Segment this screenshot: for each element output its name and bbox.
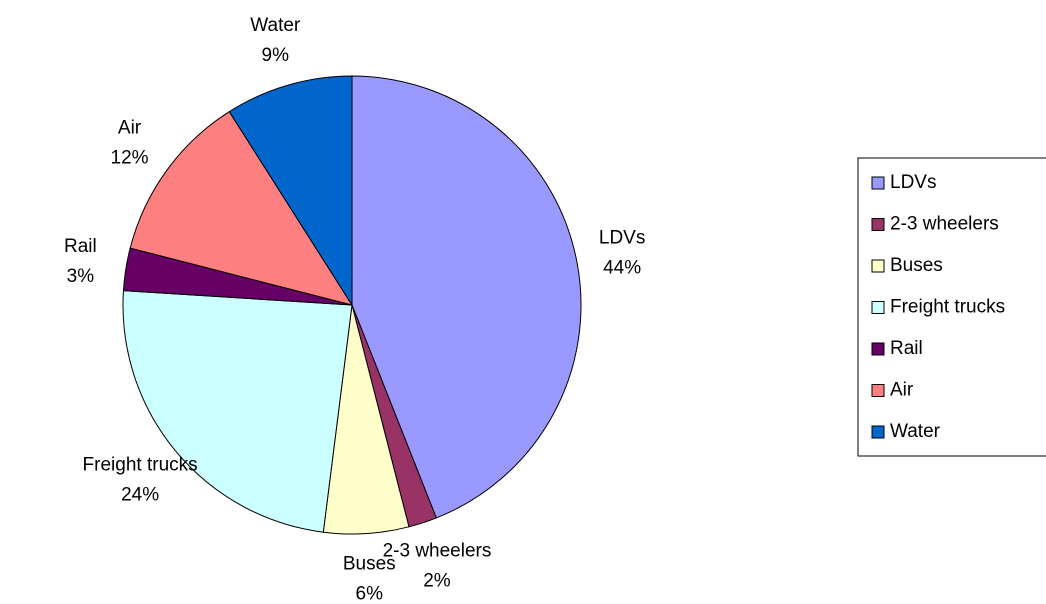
pie-slice: [351, 75, 582, 519]
slice-value-label: 24%: [121, 484, 159, 505]
legend-swatch: [871, 301, 885, 314]
slice-value-label: 6%: [356, 583, 384, 604]
slice-value-label: 2%: [423, 571, 451, 592]
slice-label: Water: [250, 15, 301, 36]
slice-label: Air: [118, 117, 142, 138]
legend-label: Rail: [890, 338, 923, 359]
slice-label: Rail: [64, 236, 97, 257]
pie-slice: [122, 290, 353, 533]
legend-swatch: [871, 384, 885, 397]
legend-swatch: [871, 259, 885, 273]
legend-label: Water: [890, 421, 941, 442]
slice-value-label: 9%: [262, 45, 290, 66]
slice-value-label: 3%: [67, 266, 95, 287]
legend-label: Freight trucks: [890, 297, 1005, 318]
legend-label: Buses: [890, 255, 943, 276]
slice-value-label: 44%: [603, 257, 641, 278]
legend-label: 2-3 wheelers: [890, 214, 999, 235]
legend-swatch: [871, 425, 885, 439]
legend-swatch: [871, 342, 885, 356]
slice-value-label: 12%: [111, 147, 149, 168]
slice-label: 2-3 wheelers: [383, 541, 492, 562]
pie-slice: [228, 75, 353, 307]
pie-slice: [129, 110, 354, 306]
slice-label: Freight trucks: [83, 454, 198, 475]
legend-box: [857, 157, 1046, 457]
legend-label: LDVs: [890, 172, 936, 193]
legend-label: Air: [890, 380, 914, 401]
legend-swatch: [871, 218, 885, 231]
slice-label: LDVs: [599, 227, 645, 248]
legend-swatch: [871, 176, 885, 190]
slice-label: Buses: [343, 553, 396, 574]
